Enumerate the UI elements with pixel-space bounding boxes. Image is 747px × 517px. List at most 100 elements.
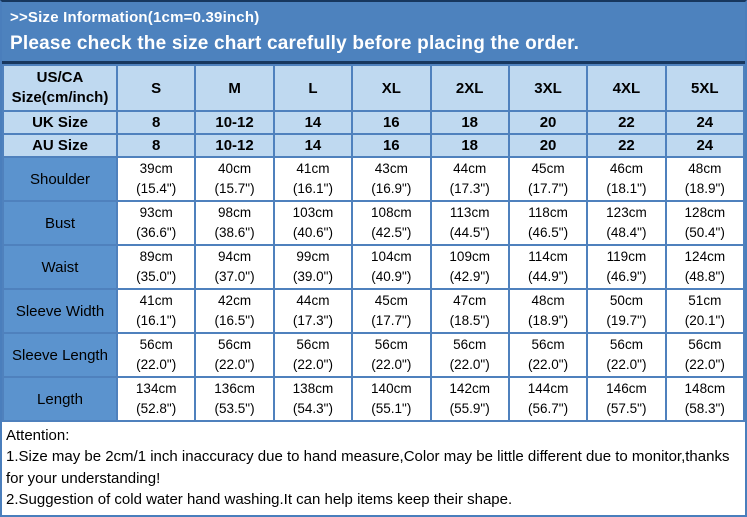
cm-value: 40cm	[218, 161, 252, 176]
inch-value: (52.8")	[136, 401, 177, 416]
cm-value: 134cm	[135, 381, 177, 396]
measurement-value-cell: 45cm (17.7")	[351, 288, 432, 334]
cm-value: 47cm	[453, 293, 487, 308]
cm-value: 45cm	[374, 293, 408, 308]
measurement-value-cell: 46cm (18.1")	[586, 156, 667, 202]
inch-value: (22.0")	[449, 357, 490, 372]
size-chart-body: US/CA Size(cm/inch) S M L XL 2XL 3XL 4XL 5XL UK S…	[2, 64, 745, 422]
size-value-cell: 20	[507, 110, 589, 135]
measurement-value-cell: 41cm (16.1")	[272, 156, 354, 202]
table-header-row: US/CA Size(cm/inch) S M L XL 2XL 3XL 4XL 5XL	[2, 64, 745, 112]
cm-value: 42cm	[218, 293, 252, 308]
measurement-value-cell: 148cm (58.3")	[664, 376, 745, 422]
cm-value: 123cm	[606, 205, 647, 220]
attention-note-2: 2.Suggestion of cold water hand washing.…	[6, 491, 513, 508]
measurement-value-cell: 146cm (57.5")	[586, 376, 667, 422]
measurement-label: Bust	[2, 200, 118, 246]
size-value-cell: 20	[507, 133, 589, 158]
cm-value: 56cm	[139, 337, 173, 352]
measurement-value-cell: 142cm (55.9")	[429, 376, 510, 422]
inch-value: (22.0")	[684, 357, 725, 372]
measurement-value-cell: 39cm (15.4")	[115, 156, 197, 202]
cm-value: 113cm	[449, 205, 490, 220]
cm-value: 146cm	[606, 381, 647, 396]
inch-value: (17.7")	[528, 181, 569, 196]
inch-value: (36.6")	[136, 225, 177, 240]
measurement-row: Length 134cm (52.8") 136cm (53.5") 138cm (54.3…	[2, 376, 745, 422]
cm-value: 43cm	[374, 161, 408, 176]
inch-value: (15.7")	[214, 181, 255, 196]
measurement-row: Bust 93cm (36.6") 98cm (38.6") 103cm (40.6") 10…	[2, 200, 745, 246]
measurement-value-cell: 56cm (22.0")	[351, 332, 432, 378]
cm-value: 51cm	[688, 293, 722, 308]
inch-value: (18.5")	[449, 313, 490, 328]
banner-title: >>Size Information(1cm=0.39inch)	[10, 9, 260, 26]
measurement-value-cell: 42cm (16.5")	[194, 288, 275, 334]
size-value-cell: 22	[586, 110, 667, 135]
cm-value: 48cm	[531, 293, 565, 308]
inch-value: (48.4")	[606, 225, 647, 240]
inch-value: (57.5")	[606, 401, 647, 416]
cm-value: 128cm	[684, 205, 726, 220]
measurement-value-cell: 56cm (22.0")	[507, 332, 589, 378]
cm-value: 50cm	[609, 293, 643, 308]
measurement-value-cell: 44cm (17.3")	[272, 288, 354, 334]
cm-value: 98cm	[218, 205, 252, 220]
cm-value: 46cm	[609, 161, 643, 176]
measurement-value-cell: 56cm (22.0")	[194, 332, 275, 378]
measurement-value-cell: 48cm (18.9")	[507, 288, 589, 334]
attention-title: Attention:	[6, 427, 70, 444]
inch-value: (40.9")	[371, 269, 412, 284]
cm-value: 41cm	[139, 293, 173, 308]
inch-value: (44.5")	[449, 225, 490, 240]
measurement-value-cell: 123cm (48.4")	[586, 200, 667, 246]
inch-value: (18.1")	[606, 181, 647, 196]
measurement-value-cell: 144cm (56.7")	[507, 376, 589, 422]
measurement-value-cell: 113cm (44.5")	[429, 200, 510, 246]
size-value-cell: 8	[115, 133, 197, 158]
cm-value: 142cm	[449, 381, 490, 396]
cm-value: 94cm	[218, 249, 252, 264]
cm-value: 56cm	[218, 337, 252, 352]
measurement-value-cell: 45cm (17.7")	[507, 156, 589, 202]
inch-value: (55.1")	[371, 401, 412, 416]
measurement-value-cell: 140cm (55.1")	[351, 376, 432, 422]
cm-value: 104cm	[371, 249, 412, 264]
column-header-size: S	[115, 64, 197, 112]
inch-value: (15.4")	[136, 181, 177, 196]
inch-value: (20.1")	[684, 313, 725, 328]
inch-value: (55.9")	[449, 401, 490, 416]
measurement-row: Waist 89cm (35.0") 94cm (37.0") 99cm (39.0") 10…	[2, 244, 745, 290]
measurement-row: Shoulder 39cm (15.4") 40cm (15.7") 41cm (16.1"…	[2, 156, 745, 202]
inch-value: (42.5")	[371, 225, 412, 240]
attention-section: Attention: 1.Size may be 2cm/1 inch inac…	[2, 422, 745, 511]
measurement-value-cell: 114cm (44.9")	[507, 244, 589, 290]
measurement-label: Length	[2, 376, 118, 422]
inch-value: (53.5")	[214, 401, 255, 416]
column-header-size: 2XL	[429, 64, 510, 112]
measurement-row: Sleeve Width 41cm (16.1") 42cm (16.5") 44cm (1…	[2, 288, 745, 334]
measurement-label: Sleeve Width	[2, 288, 118, 334]
measurement-value-cell: 56cm (22.0")	[429, 332, 510, 378]
inch-value: (18.9")	[684, 181, 725, 196]
measurement-label: Sleeve Length	[2, 332, 118, 378]
size-value-cell: 18	[429, 133, 510, 158]
attention-note-1: 1.Size may be 2cm/1 inch inaccuracy due …	[6, 448, 730, 487]
inch-value: (38.6")	[214, 225, 255, 240]
inch-value: (22.0")	[371, 357, 412, 372]
measurement-value-cell: 94cm (37.0")	[194, 244, 275, 290]
measurement-value-cell: 51cm (20.1")	[664, 288, 745, 334]
inch-value: (39.0")	[292, 269, 333, 284]
measurement-label: Waist	[2, 244, 118, 290]
cm-value: 148cm	[684, 381, 726, 396]
column-header-size: XL	[351, 64, 432, 112]
inch-value: (16.1")	[136, 313, 177, 328]
measurement-value-cell: 108cm (42.5")	[351, 200, 432, 246]
column-header-label: US/CA Size(cm/inch)	[2, 64, 118, 112]
size-chart-table: US/CA Size(cm/inch) S M L XL 2XL 3XL 4XL 5XL UK S…	[2, 64, 745, 422]
inch-value: (46.9")	[606, 269, 647, 284]
inch-value: (16.5")	[214, 313, 255, 328]
cm-value: 56cm	[374, 337, 408, 352]
cm-value: 45cm	[531, 161, 565, 176]
inch-value: (44.9")	[528, 269, 569, 284]
